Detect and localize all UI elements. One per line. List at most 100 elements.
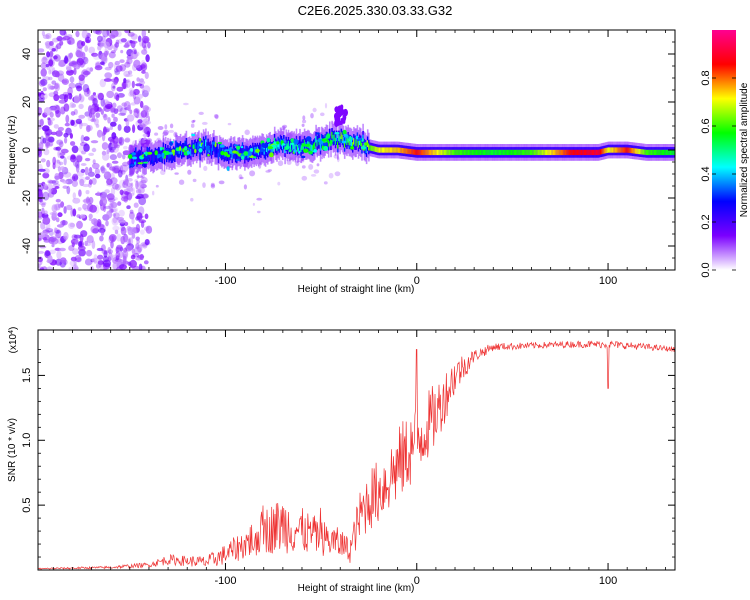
noise-blob: [334, 112, 339, 120]
ridge-core: [453, 149, 455, 156]
ridge-core: [345, 136, 347, 144]
ridge-core: [414, 149, 416, 155]
ridge-core: [440, 149, 442, 156]
noise-blob: [126, 114, 135, 122]
snr-y-ticks: 0.5 1.0 1.5: [21, 349, 675, 558]
noise-blob: [76, 155, 83, 163]
noise-blob: [203, 165, 208, 171]
ridge-core: [175, 144, 177, 151]
noise-blob: [87, 171, 95, 177]
noise-blob: [81, 41, 86, 47]
ridge-core: [361, 142, 363, 150]
noise-blob: [42, 55, 47, 63]
ridge-core: [373, 146, 376, 152]
noise-blob: [107, 247, 111, 254]
ridge-blob: [253, 156, 257, 159]
noise-blob: [124, 179, 129, 186]
ridge-blob: [249, 148, 254, 152]
noise-blob: [95, 30, 102, 35]
noise-blob: [135, 236, 140, 241]
noise-blob: [301, 175, 308, 181]
ridge-core: [404, 148, 407, 154]
noise-blob: [72, 61, 78, 65]
ridge-core: [424, 149, 426, 156]
noise-blob: [42, 92, 48, 100]
ridge-blob: [303, 148, 309, 153]
noise-blob: [106, 30, 112, 37]
noise-blob: [83, 88, 91, 97]
noise-blob: [91, 177, 97, 185]
noise-blob: [85, 125, 91, 133]
ridge-core: [432, 149, 434, 156]
ridge-core: [480, 149, 483, 156]
noise-blob: [124, 42, 129, 48]
noise-blob: [302, 119, 307, 124]
noise-blob: [139, 123, 146, 128]
ridge-core: [407, 148, 409, 154]
noise-blob: [324, 102, 328, 109]
ridge-core: [563, 149, 565, 156]
ridge-core: [574, 149, 577, 156]
noise-blob: [100, 167, 107, 174]
ridge-blob: [276, 141, 280, 145]
noise-blob: [40, 62, 47, 70]
ridge-core: [399, 147, 401, 153]
ridge-core: [667, 149, 670, 156]
noise-blob: [113, 197, 118, 201]
ridge-core: [630, 147, 633, 154]
ridge-core: [435, 149, 438, 156]
noise-blob: [320, 112, 325, 117]
noise-blob: [122, 153, 126, 160]
noise-blob: [100, 165, 106, 174]
noise-blob: [45, 141, 49, 150]
noise-blob: [60, 106, 66, 115]
noise-blob: [130, 33, 138, 40]
ridge-core: [503, 149, 506, 156]
ridge-core: [397, 147, 400, 153]
ridge-core: [501, 149, 503, 156]
ridge-core: [136, 156, 138, 163]
ridge-core: [284, 146, 286, 154]
colorbar-tick-label: 0.0: [700, 262, 712, 277]
noise-blob: [110, 146, 116, 151]
noise-blob: [41, 56, 48, 64]
noise-blob: [51, 80, 57, 85]
noise-blob: [109, 166, 116, 171]
ridge-blob: [285, 145, 290, 150]
noise-blob: [114, 60, 121, 66]
ridge-core: [383, 147, 385, 153]
noise-blob: [44, 210, 48, 216]
noise-blob: [117, 93, 125, 98]
ridge-core: [511, 149, 514, 156]
noise-blob: [66, 34, 73, 39]
noise-blob: [68, 62, 74, 67]
ridge-blob: [267, 146, 274, 150]
ridge-core: [420, 149, 423, 156]
noise-blob: [141, 40, 147, 49]
ridge-core: [356, 136, 359, 143]
ridge-core: [636, 148, 639, 154]
noise-blob: [103, 41, 110, 48]
noise-blob: [157, 126, 164, 130]
noise-blob: [72, 248, 79, 255]
ridge-core: [462, 149, 464, 156]
noise-blob: [122, 150, 131, 156]
noise-blob: [92, 92, 96, 96]
ridge-core: [449, 149, 452, 156]
ridge-core: [658, 149, 660, 156]
spectrogram-y-ticks: -40 -20 0 20 40: [21, 41, 675, 259]
ridge-core: [442, 149, 445, 156]
ridge-core: [524, 149, 526, 156]
ridge-core: [504, 149, 507, 156]
noise-blob: [57, 149, 61, 158]
noise-blob: [244, 129, 250, 136]
y-tick-label: -20: [21, 190, 33, 206]
ridge-core: [523, 149, 525, 156]
noise-blob: [118, 137, 123, 144]
chart-title: C2E6.2025.330.03.33.G32: [298, 3, 453, 18]
noise-blob: [54, 83, 59, 90]
ridge-core: [170, 152, 173, 160]
noise-blob: [42, 125, 50, 132]
noise-blob: [58, 94, 67, 100]
noise-blob: [47, 83, 52, 90]
